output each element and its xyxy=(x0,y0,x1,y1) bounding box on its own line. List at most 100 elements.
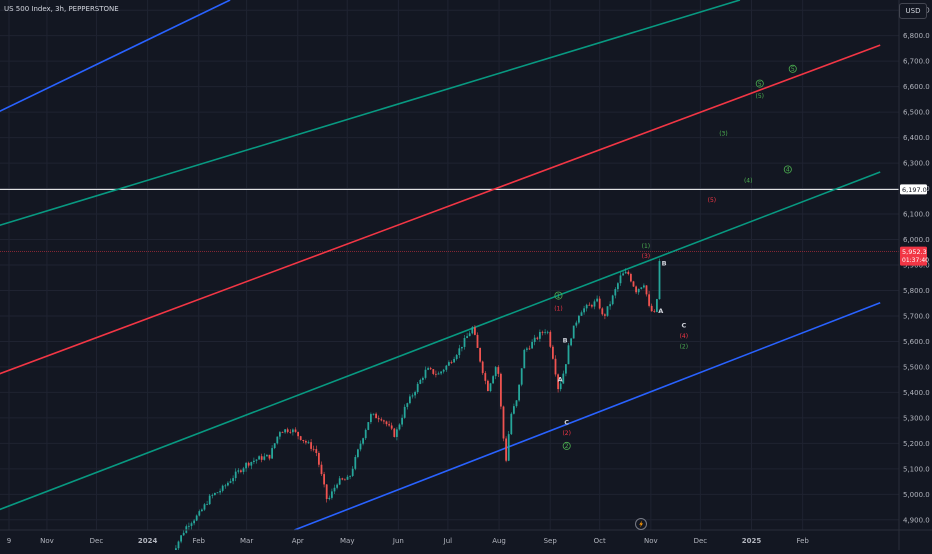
x-tick-label: Jun xyxy=(392,537,404,545)
candle-body xyxy=(539,331,541,339)
candle xyxy=(229,478,232,484)
candle xyxy=(458,344,461,359)
horizontal-level-line[interactable] xyxy=(0,188,899,252)
x-tick-label: Feb xyxy=(193,537,206,545)
candle xyxy=(604,313,606,320)
candle xyxy=(653,309,656,313)
candle-body xyxy=(648,294,650,306)
candle-body xyxy=(354,456,357,469)
candle xyxy=(445,364,448,372)
wave-label-text: A xyxy=(658,307,663,315)
candle-body xyxy=(557,374,559,390)
candle-body xyxy=(393,428,396,437)
candle xyxy=(645,285,648,297)
candle-body xyxy=(195,515,198,521)
candle xyxy=(258,455,260,460)
candle-body xyxy=(593,301,596,307)
candle-body xyxy=(637,288,640,293)
candle xyxy=(362,437,364,446)
candle xyxy=(253,457,255,465)
candle-body xyxy=(349,475,351,477)
candle-body xyxy=(333,487,336,492)
candle-body xyxy=(377,418,380,420)
candle-body xyxy=(640,287,643,289)
candle-body xyxy=(318,453,320,465)
candle xyxy=(409,394,411,405)
candle xyxy=(219,488,221,495)
candle-body xyxy=(609,304,611,307)
candle-body xyxy=(344,479,346,481)
candle-body xyxy=(445,365,448,370)
candle-body xyxy=(526,348,528,350)
candle-body xyxy=(411,395,414,397)
candle-body xyxy=(320,464,323,475)
candle xyxy=(507,431,510,462)
candle-body xyxy=(562,373,565,384)
wave-label-text: (5) xyxy=(708,197,717,204)
candle xyxy=(406,402,409,410)
trend-line-2[interactable] xyxy=(0,0,741,242)
wave-label: C xyxy=(681,321,686,329)
trend-line-3[interactable] xyxy=(0,44,881,394)
lightning-icon[interactable] xyxy=(635,518,647,530)
candle xyxy=(567,342,570,365)
candle xyxy=(357,448,359,459)
candle xyxy=(310,438,312,452)
candle-body xyxy=(286,429,289,432)
candle-body xyxy=(580,312,583,316)
candle-body xyxy=(591,305,593,307)
candle-body xyxy=(260,456,263,460)
candle-body xyxy=(211,494,214,496)
candle-body xyxy=(268,454,271,459)
wave-label-text: (3) xyxy=(719,130,728,137)
candle xyxy=(370,412,372,425)
candle xyxy=(468,331,471,337)
candle xyxy=(635,285,637,294)
wave-label-text: (4) xyxy=(744,178,753,185)
candle-body xyxy=(611,295,614,305)
currency-selector[interactable]: USD xyxy=(899,3,927,19)
candle xyxy=(580,310,583,316)
candle xyxy=(648,290,650,308)
candle-body xyxy=(328,497,331,499)
candle xyxy=(224,483,227,489)
candle-body xyxy=(307,442,310,444)
candle xyxy=(286,427,289,434)
candle xyxy=(497,365,500,378)
wave-label: B xyxy=(563,336,568,344)
candle xyxy=(320,461,323,477)
candle-body xyxy=(554,358,557,375)
trend-lines[interactable] xyxy=(0,0,881,531)
x-axis[interactable]: 9 Nov Dec 2024 Feb Mar Apr May Jun Jul Aug Sep Oct No… xyxy=(7,537,810,545)
candle xyxy=(299,435,302,441)
trend-line-5[interactable] xyxy=(294,301,881,531)
candle-body xyxy=(180,535,182,542)
candle-body xyxy=(247,462,250,466)
candle-body xyxy=(390,425,393,429)
candle xyxy=(588,302,591,306)
trend-line-4[interactable] xyxy=(0,171,881,530)
candle-body xyxy=(656,299,658,312)
symbol-title: US 500 Index, 3h, PEPPERSTONE xyxy=(4,5,119,13)
candle xyxy=(416,381,419,394)
wave-label-text: C xyxy=(564,419,569,427)
candle xyxy=(453,356,455,363)
wave-label: (3) xyxy=(642,253,651,260)
y-tick-label: 5,800.0 xyxy=(903,287,930,295)
candle-body xyxy=(315,449,318,454)
candle xyxy=(533,334,536,346)
candle-body xyxy=(221,485,224,491)
candle-body xyxy=(388,424,390,426)
candle xyxy=(466,332,468,339)
current-price-text: 5,952.3 xyxy=(902,248,927,256)
candle xyxy=(598,296,601,310)
candle-body xyxy=(442,369,445,372)
y-tick-label: 6,800.0 xyxy=(903,32,930,40)
candle-body xyxy=(653,311,656,313)
candle-body xyxy=(416,383,419,392)
candle-body xyxy=(619,275,622,284)
trend-line-1[interactable] xyxy=(0,0,231,137)
candle xyxy=(380,417,383,422)
